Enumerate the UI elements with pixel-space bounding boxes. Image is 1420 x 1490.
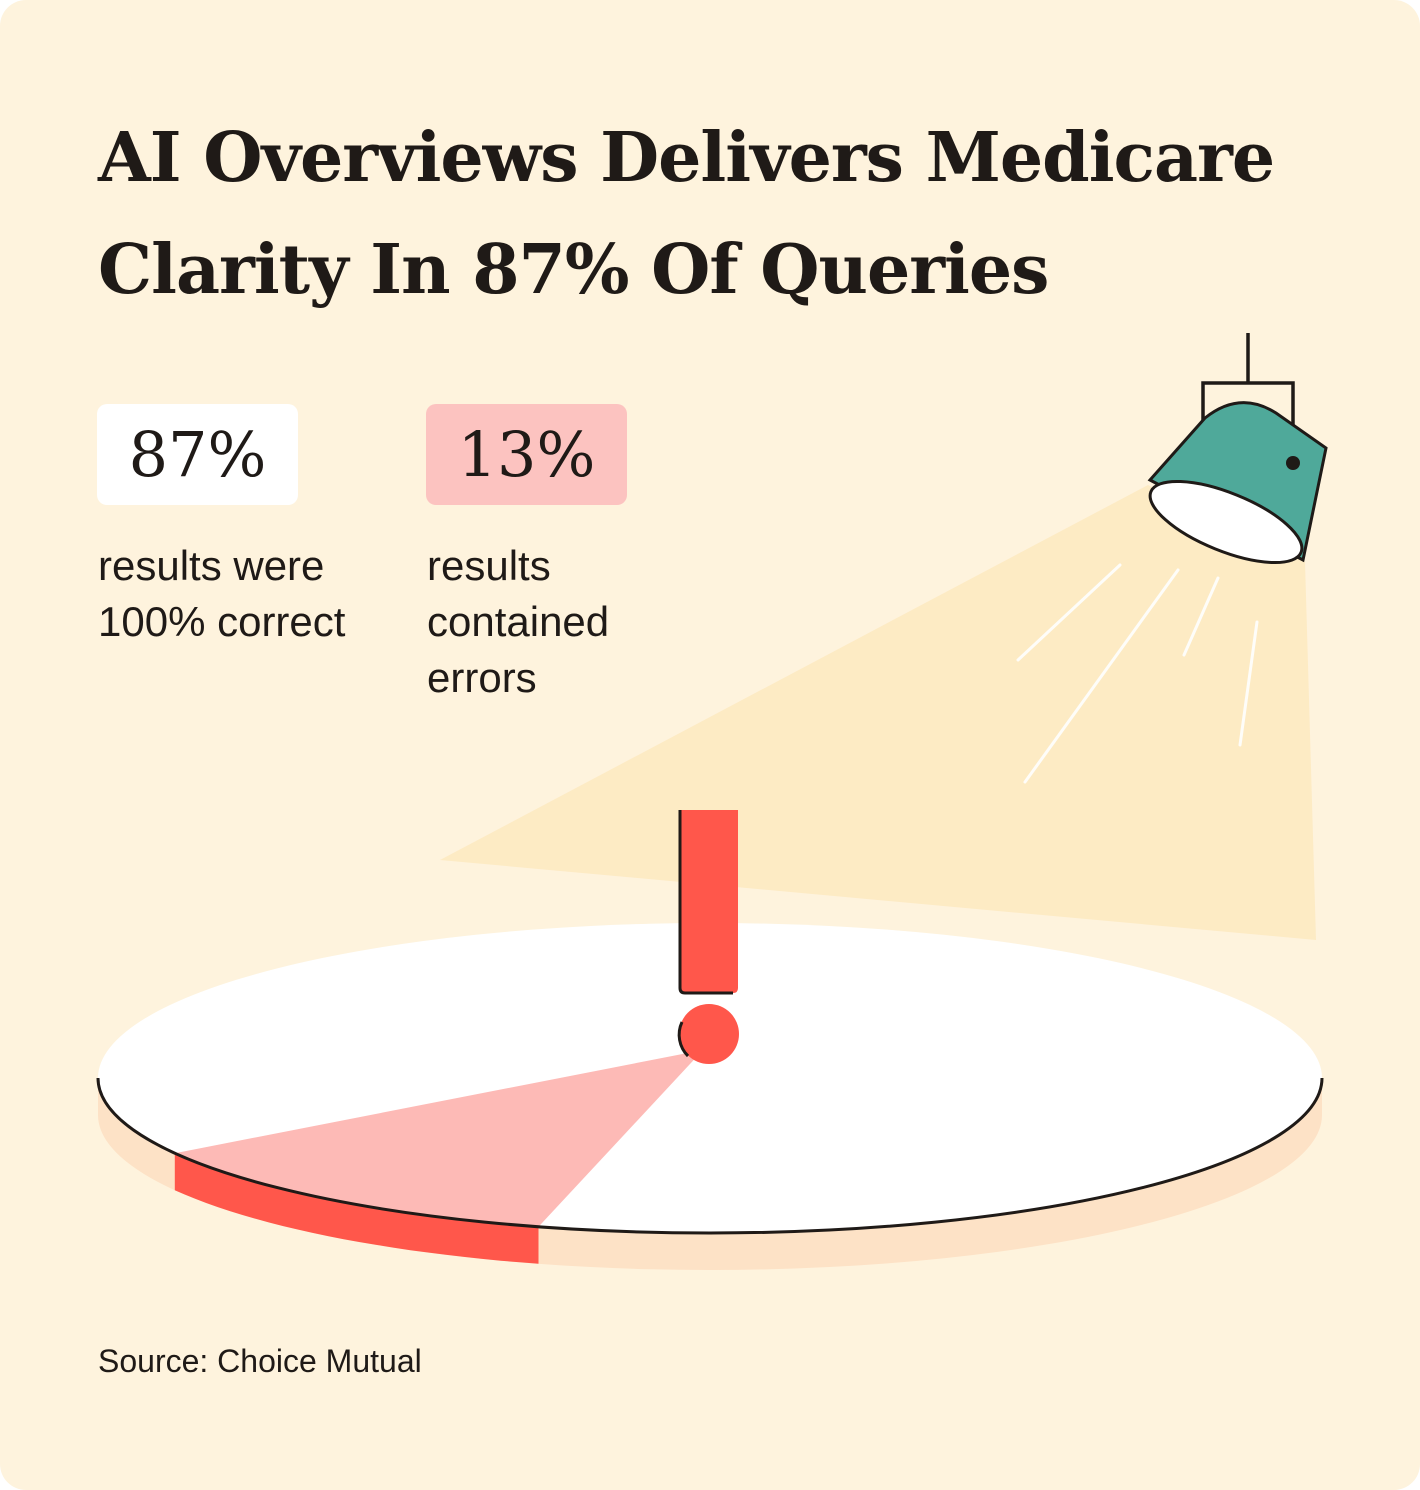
pie-slice-error [174,1050,704,1227]
stat-description-error: results contained errors [427,542,610,701]
page-title: AI Overviews Delivers Medicare Clarity I… [98,118,1275,310]
error-edge [174,1153,539,1264]
pie-chart [96,923,1324,1270]
light-rays [1016,563,1259,784]
spotlight-lamp-icon [1147,333,1328,565]
disc-rim [96,1077,1324,1235]
source-note: Source: Choice Mutual [98,1343,422,1379]
light-beam [440,485,1316,940]
stat-value-correct: 87% [97,404,298,505]
stat-description-correct: results were 100% correct [98,542,346,645]
exclamation-icon [677,810,739,1064]
stat-value-error: 13% [426,404,627,505]
